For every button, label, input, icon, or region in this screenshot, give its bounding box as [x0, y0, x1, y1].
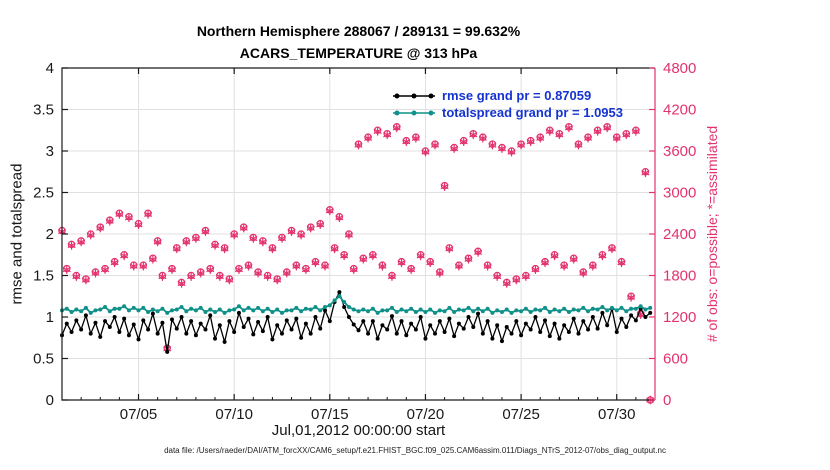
svg-text:3000: 3000 — [663, 185, 696, 202]
svg-text:4: 4 — [46, 60, 54, 77]
totalspread-line-marker-icon — [393, 110, 435, 115]
svg-text:07/30: 07/30 — [598, 406, 636, 423]
svg-text:600: 600 — [663, 351, 688, 368]
svg-text:07/15: 07/15 — [311, 406, 349, 423]
title-line-2: ACARS_TEMPERATURE @ 313 hPa — [239, 45, 478, 61]
svg-text:1800: 1800 — [663, 268, 696, 285]
svg-text:3600: 3600 — [663, 143, 696, 160]
chart-title: Northern Hemisphere 288067 / 289131 = 99… — [62, 20, 655, 64]
legend-item-rmse: rmse grand pr = 0.87059 — [392, 88, 623, 103]
svg-text:2400: 2400 — [663, 226, 696, 243]
svg-text:1: 1 — [46, 309, 54, 326]
svg-text:0.5: 0.5 — [33, 351, 54, 368]
svg-text:2: 2 — [46, 226, 54, 243]
svg-text:07/25: 07/25 — [502, 406, 540, 423]
legend-label-totalspread: totalspread grand pr = 1.0953 — [442, 105, 623, 120]
svg-text:1200: 1200 — [663, 309, 696, 326]
right-axis-label: # of obs: o=possible; *=assimilated — [704, 125, 720, 343]
legend: rmse grand pr = 0.87059 totalspread gran… — [392, 88, 623, 120]
left-axis-label: rmse and totalspread — [8, 163, 26, 305]
svg-text:07/05: 07/05 — [120, 406, 158, 423]
x-axis-label: Jul,01,2012 00:00:00 start — [271, 422, 446, 439]
legend-item-totalspread: totalspread grand pr = 1.0953 — [392, 105, 623, 120]
svg-text:0: 0 — [663, 392, 671, 409]
data-file-caption: data file: /Users/raeder/DAI/ATM_forcXX/… — [164, 446, 666, 455]
svg-text:3: 3 — [46, 143, 54, 160]
svg-text:2.5: 2.5 — [33, 185, 54, 202]
svg-text:4800: 4800 — [663, 60, 696, 77]
svg-text:07/10: 07/10 — [215, 406, 253, 423]
rmse-line-marker-icon — [393, 93, 435, 98]
legend-label-rmse: rmse grand pr = 0.87059 — [442, 88, 592, 103]
svg-text:0: 0 — [46, 392, 54, 409]
svg-text:1.5: 1.5 — [33, 268, 54, 285]
title-line-1: Northern Hemisphere 288067 / 289131 = 99… — [196, 23, 521, 39]
svg-text:4200: 4200 — [663, 102, 696, 119]
svg-text:3.5: 3.5 — [33, 102, 54, 119]
svg-text:07/20: 07/20 — [407, 406, 445, 423]
